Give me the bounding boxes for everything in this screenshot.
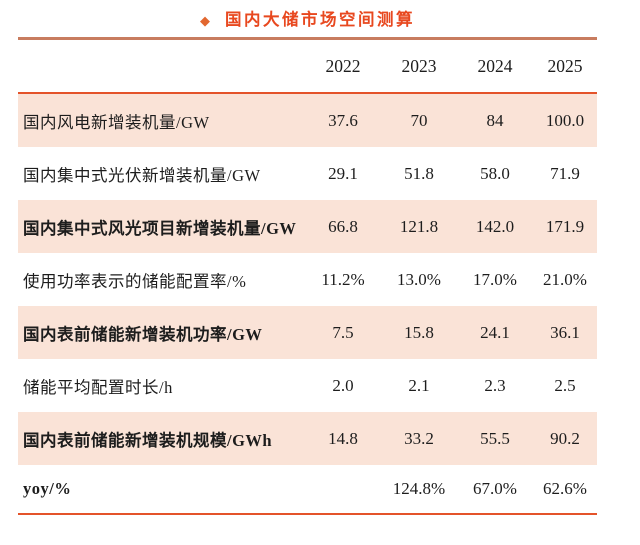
cell-value: 37.6 <box>328 110 358 130</box>
year-column-header: 2024 <box>477 55 513 76</box>
figure-title-row: ◆ 国内大储市场空间测算 <box>18 9 597 31</box>
cell-value: 58.0 <box>480 163 510 183</box>
cell-value: 15.8 <box>404 322 434 342</box>
cell-value: 21.0% <box>543 269 587 289</box>
cell-value: 17.0% <box>473 269 517 289</box>
label-column-header <box>18 40 305 93</box>
cell-value: 71.9 <box>550 163 580 183</box>
title-underline-divider <box>18 37 597 40</box>
cell-value: 171.9 <box>545 216 585 236</box>
cell-value: 7.5 <box>332 322 354 342</box>
cell-value: 29.1 <box>328 163 358 183</box>
row-label: 国内表前储能新增装机规模/GWh <box>23 430 273 450</box>
cell-value: 2.3 <box>484 375 506 395</box>
cell-value: 55.5 <box>480 428 510 448</box>
cell-value: 70 <box>410 110 428 130</box>
cell-value: 66.8 <box>328 216 358 236</box>
table-body: 国内风电新增装机量/GW 37.6 70 84 100.0 国内集中式光伏新增装机量/GW… <box>18 93 597 514</box>
cell-value: 100.0 <box>545 110 585 130</box>
row-label: 储能平均配置时长/h <box>23 377 173 397</box>
year-column-header: 2025 <box>547 55 583 76</box>
table-row: 国内表前储能新增装机规模/GWh 14.8 33.2 55.5 90.2 <box>18 412 597 465</box>
cell-value <box>305 465 381 514</box>
cell-value: 11.2% <box>321 269 365 289</box>
header-row: 2022 2023 2024 2025 <box>18 40 597 93</box>
row-label: 国内风电新增装机量/GW <box>23 112 210 132</box>
diamond-bullet-icon: ◆ <box>200 12 210 28</box>
cell-value: 24.1 <box>480 322 510 342</box>
market-forecast-table: 2022 2023 2024 2025 国内风电新增装机量/GW 37.6 70 84… <box>18 40 597 515</box>
cell-value: 67.0% <box>473 479 517 498</box>
cell-value: 2.5 <box>554 375 576 395</box>
cell-value: 2.0 <box>332 375 354 395</box>
cell-value: 14.8 <box>328 428 358 448</box>
cell-value: 2.1 <box>408 375 430 395</box>
row-label: 国内表前储能新增装机功率/GW <box>23 324 263 344</box>
cell-value: 13.0% <box>397 269 441 289</box>
cell-value: 51.8 <box>404 163 434 183</box>
figure-title: 国内大储市场空间测算 <box>225 9 415 29</box>
cell-value: 84 <box>486 110 504 130</box>
table-row: yoy/% 124.8% 67.0% 62.6% <box>18 465 597 514</box>
cell-value: 90.2 <box>550 428 580 448</box>
row-label: 使用功率表示的储能配置率/% <box>23 271 247 291</box>
row-label: yoy/% <box>23 479 72 498</box>
table-row: 使用功率表示的储能配置率/% 11.2% 13.0% 17.0% 21.0% <box>18 253 597 306</box>
cell-value: 124.8% <box>392 479 446 498</box>
table-row: 国内表前储能新增装机功率/GW 7.5 15.8 24.1 36.1 <box>18 306 597 359</box>
cell-value: 62.6% <box>543 479 587 498</box>
row-label: 国内集中式风光项目新增装机量/GW <box>23 218 297 238</box>
table-row: 国内集中式风光项目新增装机量/GW 66.8 121.8 142.0 171.9 <box>18 200 597 253</box>
table-header: 2022 2023 2024 2025 <box>18 40 597 93</box>
cell-value: 142.0 <box>475 216 515 236</box>
cell-value: 121.8 <box>399 216 439 236</box>
cell-value: 36.1 <box>550 322 580 342</box>
year-column-header: 2023 <box>401 55 437 76</box>
year-column-header: 2022 <box>325 55 361 76</box>
cell-value: 33.2 <box>404 428 434 448</box>
table-row: 储能平均配置时长/h 2.0 2.1 2.3 2.5 <box>18 359 597 412</box>
table-row: 国内集中式光伏新增装机量/GW 29.1 51.8 58.0 71.9 <box>18 147 597 200</box>
row-label: 国内集中式光伏新增装机量/GW <box>23 165 261 185</box>
table-row: 国内风电新增装机量/GW 37.6 70 84 100.0 <box>18 93 597 147</box>
